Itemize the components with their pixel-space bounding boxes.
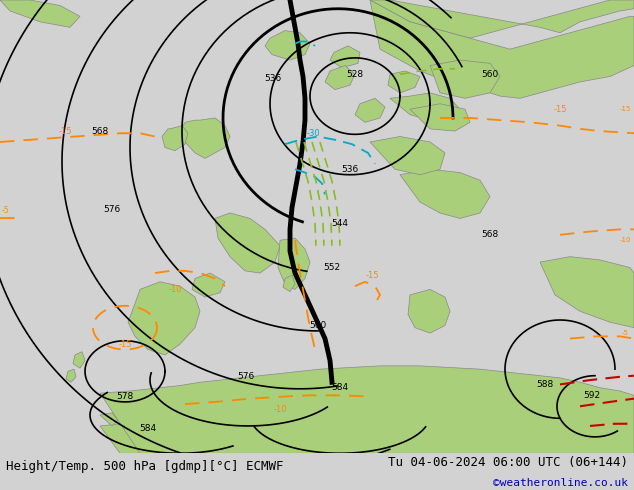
Text: 592: 592 bbox=[583, 391, 600, 400]
Text: 536: 536 bbox=[341, 165, 359, 174]
Polygon shape bbox=[283, 275, 295, 292]
Polygon shape bbox=[325, 66, 355, 90]
Text: 560: 560 bbox=[309, 321, 327, 330]
Polygon shape bbox=[390, 93, 460, 120]
Text: -5: -5 bbox=[621, 330, 628, 336]
Polygon shape bbox=[388, 71, 420, 93]
Polygon shape bbox=[66, 369, 76, 382]
Text: -15: -15 bbox=[119, 340, 132, 348]
Text: -5: -5 bbox=[1, 206, 9, 215]
Text: 560: 560 bbox=[481, 70, 498, 79]
Polygon shape bbox=[330, 46, 360, 68]
Text: -30: -30 bbox=[306, 129, 320, 138]
Text: 584: 584 bbox=[332, 383, 349, 392]
Polygon shape bbox=[162, 125, 188, 151]
Text: -15: -15 bbox=[365, 271, 378, 280]
Polygon shape bbox=[400, 169, 490, 219]
Polygon shape bbox=[192, 273, 225, 297]
Polygon shape bbox=[100, 366, 634, 453]
Text: -10: -10 bbox=[168, 285, 182, 294]
Text: 544: 544 bbox=[332, 220, 349, 228]
Text: 588: 588 bbox=[536, 380, 553, 389]
Polygon shape bbox=[100, 413, 118, 426]
Polygon shape bbox=[410, 104, 470, 131]
Polygon shape bbox=[128, 282, 200, 355]
Polygon shape bbox=[0, 0, 80, 27]
Text: 552: 552 bbox=[323, 263, 340, 272]
Polygon shape bbox=[370, 137, 445, 175]
Text: -15: -15 bbox=[619, 106, 631, 112]
Text: -15: -15 bbox=[58, 126, 72, 136]
Text: ©weatheronline.co.uk: ©weatheronline.co.uk bbox=[493, 478, 628, 488]
Text: 568: 568 bbox=[91, 126, 108, 136]
Text: -10: -10 bbox=[273, 405, 287, 414]
Text: 576: 576 bbox=[237, 372, 255, 381]
Text: Tu 04-06-2024 06:00 UTC (06+144): Tu 04-06-2024 06:00 UTC (06+144) bbox=[387, 456, 628, 469]
Polygon shape bbox=[278, 238, 310, 290]
Text: 528: 528 bbox=[346, 70, 363, 79]
Text: -15: -15 bbox=[553, 105, 567, 114]
Text: 536: 536 bbox=[264, 74, 281, 83]
Polygon shape bbox=[265, 30, 310, 60]
Text: 568: 568 bbox=[481, 230, 498, 239]
Polygon shape bbox=[370, 0, 634, 38]
Polygon shape bbox=[430, 60, 500, 98]
Polygon shape bbox=[408, 290, 450, 333]
Text: 576: 576 bbox=[103, 205, 120, 214]
Text: Height/Temp. 500 hPa [gdmp][°C] ECMWF: Height/Temp. 500 hPa [gdmp][°C] ECMWF bbox=[6, 460, 284, 473]
Polygon shape bbox=[73, 352, 85, 368]
Polygon shape bbox=[215, 213, 280, 273]
Text: -10: -10 bbox=[619, 237, 631, 243]
Polygon shape bbox=[100, 402, 634, 453]
Polygon shape bbox=[355, 98, 385, 122]
Polygon shape bbox=[370, 0, 634, 98]
Polygon shape bbox=[180, 118, 230, 158]
Text: 584: 584 bbox=[139, 424, 157, 433]
Text: 578: 578 bbox=[117, 392, 134, 401]
Polygon shape bbox=[540, 257, 634, 328]
